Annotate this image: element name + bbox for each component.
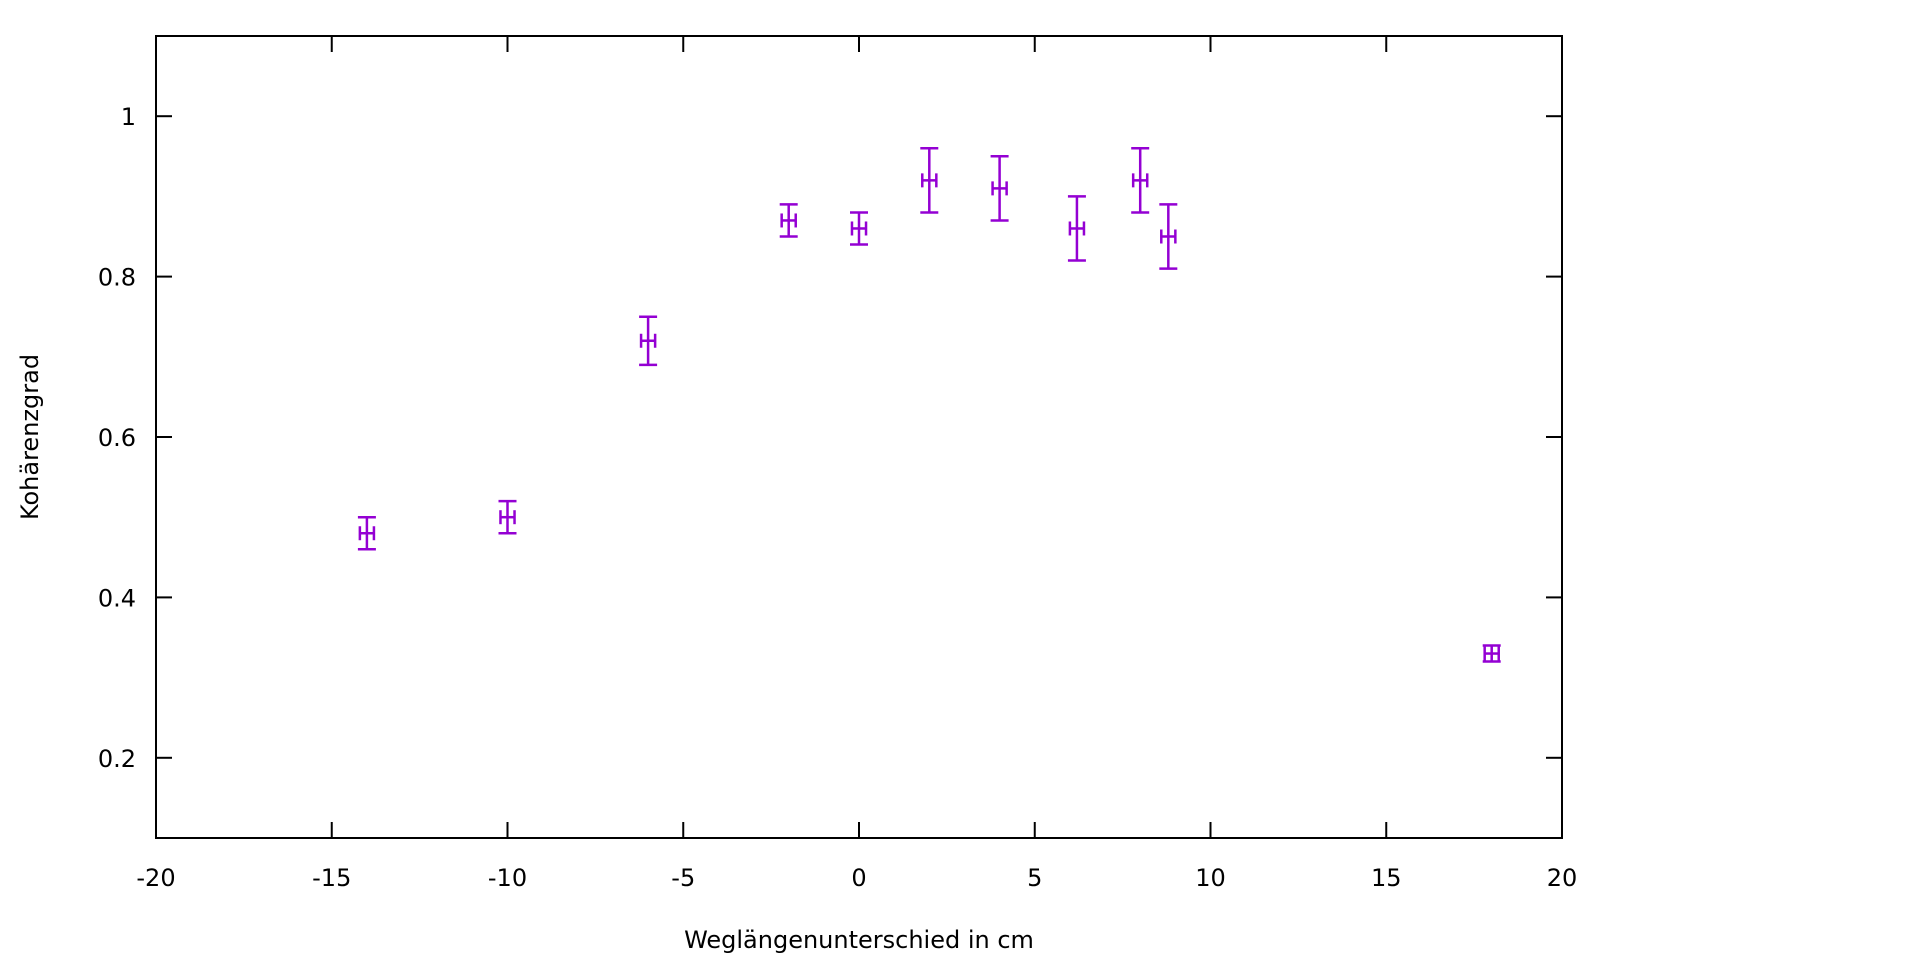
- x-tick-label: -15: [312, 864, 351, 892]
- y-tick-label: 0.8: [98, 264, 136, 292]
- data-point: [357, 515, 376, 551]
- data-point: [850, 211, 868, 246]
- x-tick-label: 5: [1027, 864, 1042, 892]
- data-point: [498, 499, 517, 535]
- x-tick-label: 0: [851, 864, 866, 892]
- data-point: [1067, 195, 1086, 262]
- x-tick-label: -5: [671, 864, 695, 892]
- data-point: [639, 315, 658, 367]
- y-tick-label: 1: [121, 103, 136, 131]
- data-point: [1131, 147, 1150, 214]
- x-tick-label: 10: [1195, 864, 1226, 892]
- data-point: [1159, 203, 1178, 270]
- y-tick-label: 0.2: [98, 745, 136, 773]
- data-point: [990, 155, 1009, 222]
- x-tick-label: -20: [136, 864, 175, 892]
- data-point: [1482, 644, 1501, 663]
- y-tick-label: 0.6: [98, 424, 136, 452]
- x-tick-label: 20: [1547, 864, 1578, 892]
- points-layer: [357, 147, 1501, 663]
- x-axis-title: Weglängenunterschied in cm: [684, 926, 1034, 954]
- x-tick-label: 15: [1371, 864, 1402, 892]
- labels-layer: -20 -15 -10 -5 0 5 10 15 20 0.2 0.4 0.6 0.8 1: [98, 103, 1577, 892]
- plot-frame: [155, 35, 1563, 839]
- x-tick-label: -10: [488, 864, 527, 892]
- data-point: [920, 147, 939, 214]
- y-axis-title: Kohärenzgrad: [16, 354, 44, 520]
- data-point: [779, 203, 798, 238]
- y-tick-label: 0.4: [98, 584, 136, 612]
